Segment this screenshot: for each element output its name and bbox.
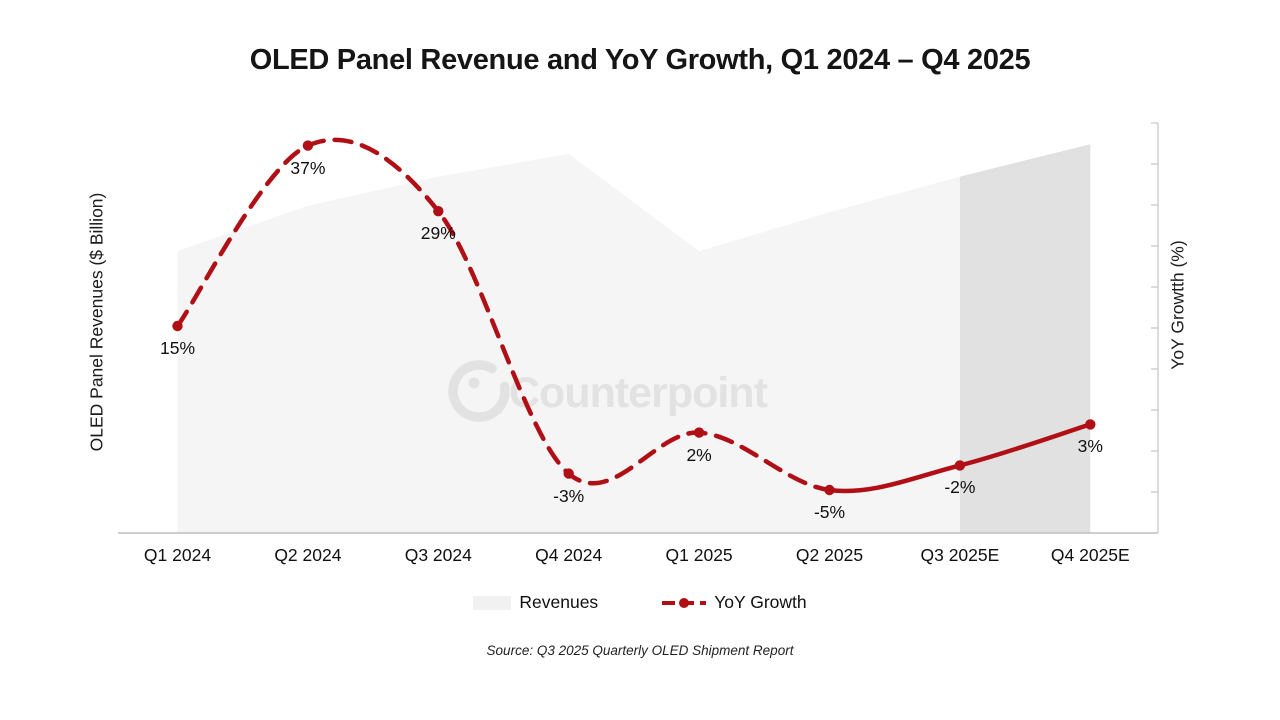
legend-revenues-label: Revenues	[519, 592, 599, 612]
chart-title: OLED Panel Revenue and YoY Growth, Q1 20…	[249, 44, 1031, 76]
legend-item-growth: YoY Growth	[662, 592, 807, 613]
revenue-area-layer	[177, 144, 1091, 534]
growth-point-marker	[302, 140, 314, 151]
legend-item-revenues: Revenues	[473, 592, 598, 613]
growth-point-marker	[693, 427, 705, 438]
counterpoint-logo-dot-icon	[468, 377, 480, 389]
counterpoint-logo-icon	[448, 360, 510, 422]
growth-line-layer	[172, 137, 1096, 496]
watermark-text: Counterpoint	[509, 369, 768, 417]
forecast-area-band	[959, 144, 1091, 533]
growth-point-marker	[172, 320, 183, 332]
growth-point-marker	[824, 484, 835, 496]
revenues-swatch-icon	[473, 595, 512, 610]
axis-layer	[118, 122, 1159, 534]
growth-line-marker-icon	[662, 597, 707, 608]
growth-point-marker	[433, 206, 444, 217]
watermark: Counterpoint	[448, 360, 769, 422]
source-note: Source: Q3 2025 Quarterly OLED Shipment …	[486, 643, 794, 658]
legend: Revenues YoY Growth	[0, 592, 1280, 613]
growth-point-marker	[954, 460, 966, 471]
revenues-area	[177, 153, 960, 534]
growth-point-marker	[1085, 419, 1096, 430]
legend-growth-label: YoY Growth	[714, 592, 807, 612]
growth-point-marker	[563, 468, 574, 479]
